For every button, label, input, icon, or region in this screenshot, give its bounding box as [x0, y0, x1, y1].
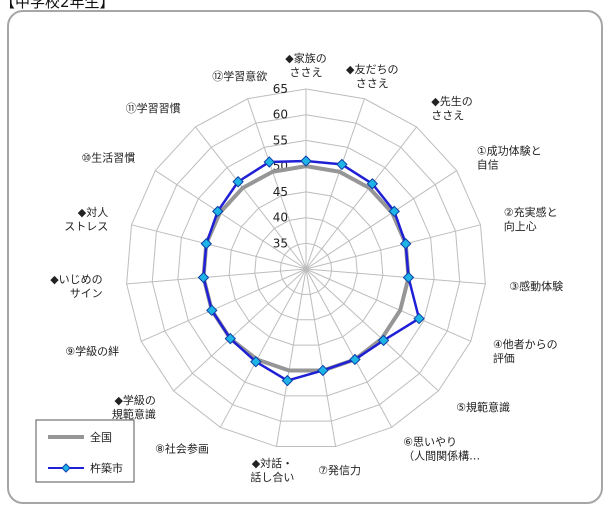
grid-ring	[151, 114, 461, 422]
legend-box	[35, 419, 135, 483]
grid-spoke	[305, 268, 472, 342]
data-point-kitsuki	[377, 334, 390, 347]
chart-header: 【中学校2年生】	[0, 0, 115, 11]
legend-label-national: 全国	[90, 430, 112, 444]
category-label: ⑥思いやり（人間関係構…	[403, 435, 480, 462]
grid-spoke	[247, 98, 307, 270]
radial-tick-label: 35	[273, 236, 288, 250]
radial-tick-label: 60	[273, 108, 288, 122]
grid-ring	[126, 88, 486, 448]
data-point-kitsuki	[224, 332, 237, 345]
grid-spoke	[305, 268, 337, 447]
category-label: ◆学級の規範意識	[112, 393, 156, 421]
category-label: ◆対話・話し合い	[250, 456, 294, 484]
category-label: ④他者からの評価	[493, 338, 558, 365]
grid-spoke	[305, 126, 417, 270]
grid-spoke	[140, 268, 307, 342]
radial-tick-label: 45	[273, 185, 288, 199]
data-point-kitsuki	[206, 304, 218, 317]
radial-tick-label: 55	[273, 133, 288, 147]
grid-spoke	[305, 170, 457, 270]
grid-spoke	[305, 98, 365, 270]
grid-ring	[177, 139, 435, 397]
category-label: ⑨学級の絆	[65, 344, 119, 358]
data-point-kitsuki	[212, 205, 224, 218]
grid-ring	[228, 191, 384, 346]
series-line-kitsuki	[202, 159, 421, 382]
category-label: ◆先生のささえ	[431, 94, 472, 122]
grid-ring	[279, 242, 333, 295]
category-label: ◆いじめのサイン	[50, 273, 102, 300]
category-label: ②充実感と向上心	[504, 205, 558, 233]
data-point-kitsuki	[281, 374, 294, 387]
category-label: ⑦発信力	[318, 463, 361, 477]
category-label: ◆家族のささえ	[285, 51, 326, 79]
grid-spoke	[305, 268, 439, 392]
radial-tick-label: 40	[273, 211, 288, 225]
category-label: ⑪学習習慣	[126, 101, 181, 115]
grid-spoke	[305, 268, 486, 285]
grid-spoke	[305, 224, 481, 270]
data-point-kitsuki	[400, 238, 412, 250]
grid-spoke	[126, 268, 307, 285]
category-label: ⑩生活習慣	[81, 150, 135, 164]
legend-marker-kitsuki	[61, 463, 71, 473]
legend-label-kitsuki: 杵築市	[90, 461, 123, 475]
grid-spoke	[131, 224, 307, 270]
legend: 全国 杵築市	[35, 419, 135, 483]
data-point-kitsuki	[317, 364, 329, 377]
category-label: ⑫学習意欲	[212, 69, 267, 83]
data-point-kitsuki	[263, 156, 275, 168]
grid-spoke	[155, 170, 307, 270]
data-series	[197, 155, 425, 387]
grid-spoke	[173, 268, 307, 392]
grid-spoke	[275, 268, 307, 447]
grid-ring	[254, 217, 358, 321]
data-point-kitsuki	[388, 205, 400, 218]
category-label: ◆友だちのささえ	[346, 62, 398, 90]
category-label: ⑧社会参画	[155, 441, 209, 455]
data-point-kitsuki	[402, 271, 415, 284]
category-label: ③感動体験	[509, 279, 563, 293]
data-point-kitsuki	[232, 176, 244, 188]
category-label: ⑤規範意識	[456, 400, 510, 414]
data-point-kitsuki	[413, 312, 425, 325]
data-point-kitsuki	[250, 356, 262, 368]
data-point-kitsuki	[349, 353, 361, 366]
data-point-kitsuki	[366, 178, 379, 190]
grid-spoke	[195, 126, 307, 270]
data-point-kitsuki	[336, 158, 348, 171]
radial-tick-label: 65	[273, 82, 288, 96]
grid-spoke	[219, 268, 307, 428]
category-label: ◆対人ストレス	[64, 205, 108, 233]
data-point-kitsuki	[300, 155, 312, 167]
data-point-kitsuki	[197, 271, 210, 284]
data-point-kitsuki	[200, 238, 212, 250]
grid-spoke	[305, 268, 393, 428]
radar-grid	[126, 88, 486, 448]
series-line-national	[201, 164, 411, 373]
category-label: ①成功体験と自信	[477, 143, 542, 171]
